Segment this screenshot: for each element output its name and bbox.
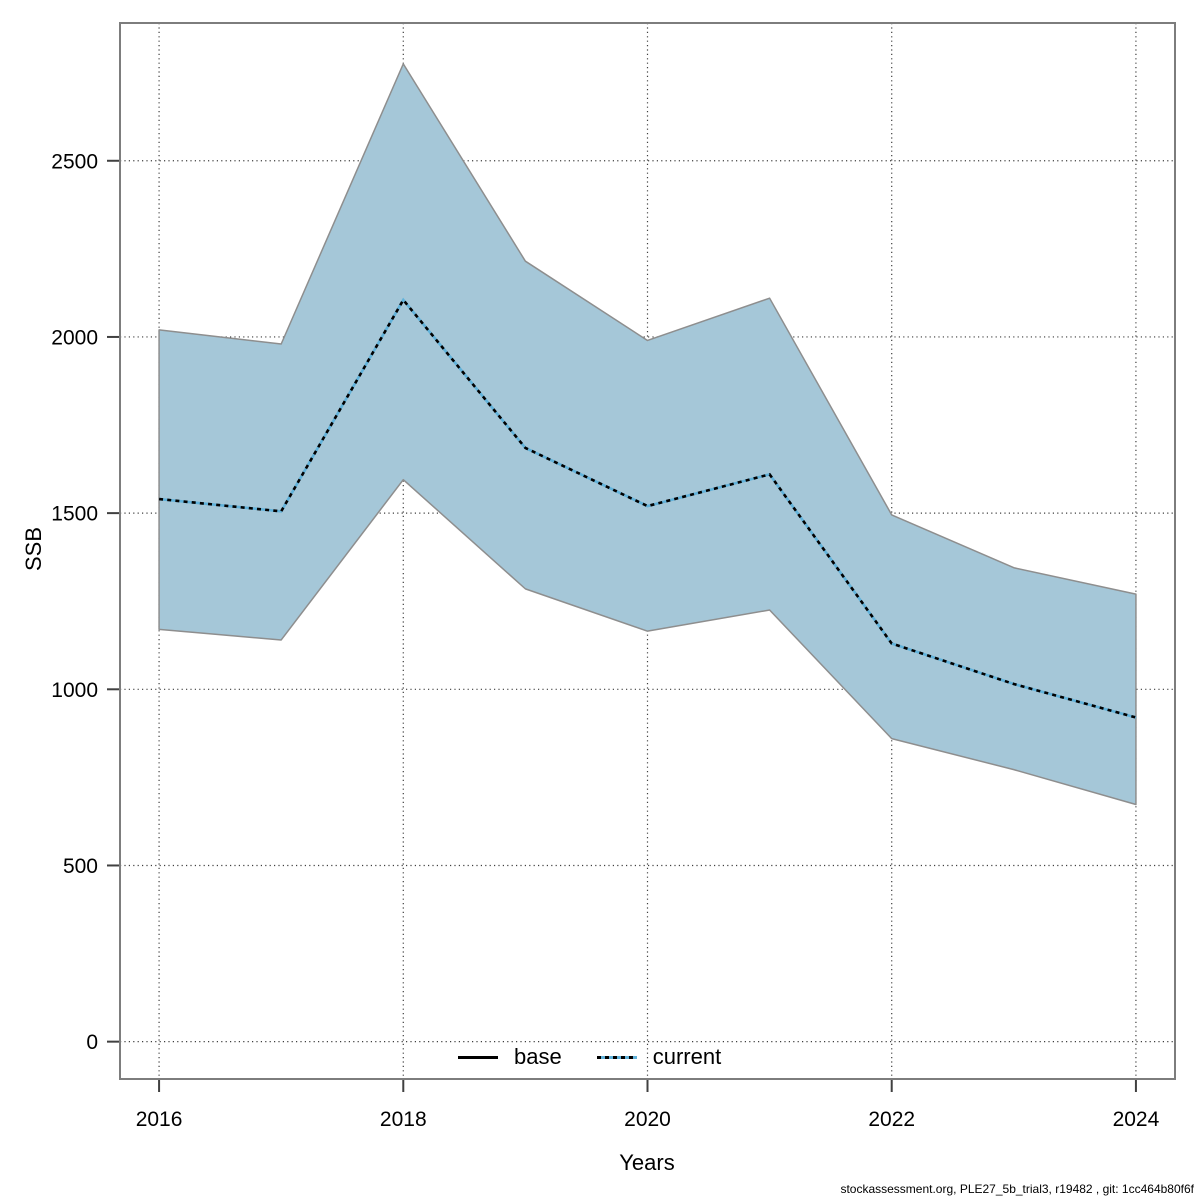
x-tick-label: 2020	[624, 1108, 671, 1131]
y-tick-label: 0	[86, 1031, 98, 1054]
legend-label-base: base	[514, 1044, 562, 1069]
current-line-swatch	[596, 1055, 637, 1059]
legend-item-base: base	[458, 1044, 562, 1070]
x-axis-title: Years	[619, 1150, 675, 1175]
y-tick-label: 1500	[51, 503, 98, 526]
x-tick-label: 2022	[868, 1108, 915, 1131]
plot-attribution: stockassessment.org, PLE27_5b_trial3, r1…	[840, 1182, 1194, 1196]
y-tick-label: 2500	[51, 150, 98, 173]
y-tick-label: 2000	[51, 326, 98, 349]
y-tick-label: 500	[63, 855, 98, 878]
confidence-band	[158, 63, 1137, 806]
x-tick-label: 2024	[1113, 1108, 1160, 1131]
chart-legend: base current	[458, 1044, 721, 1070]
y-axis-title: SSB	[21, 526, 46, 572]
plot-border	[119, 22, 1176, 1080]
base-line-swatch	[458, 1055, 498, 1059]
x-tick-label: 2016	[136, 1108, 183, 1131]
legend-item-current: current	[596, 1044, 722, 1070]
current-line-underlay	[158, 297, 1137, 719]
legend-label-current: current	[652, 1044, 722, 1069]
x-tick-label: 2018	[380, 1108, 427, 1131]
y-tick-label: 1000	[51, 679, 98, 702]
